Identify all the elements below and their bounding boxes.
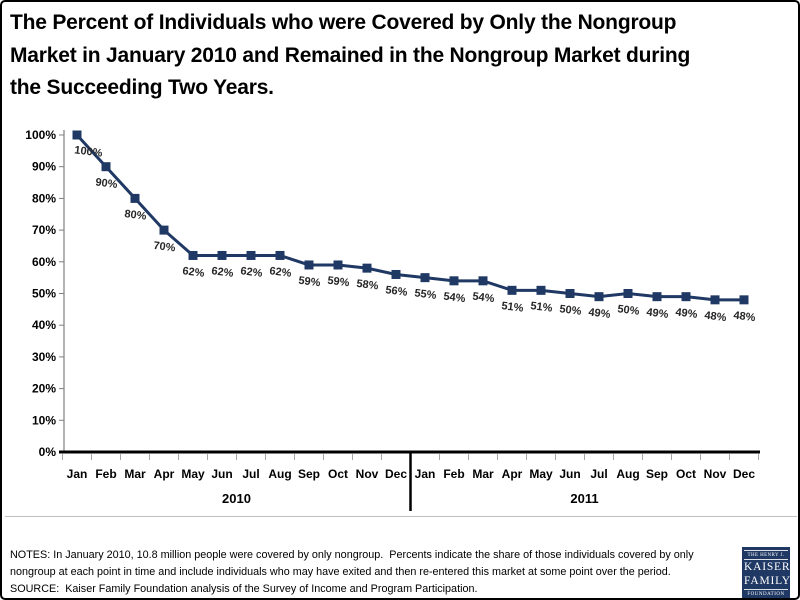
month-label: Mar: [472, 467, 494, 481]
y-tick-label: 100%: [25, 128, 56, 142]
data-point-marker: [304, 260, 314, 270]
data-point-label: 90%: [95, 176, 119, 191]
data-point-label: 100%: [74, 144, 104, 159]
data-point-label: 54%: [443, 291, 467, 306]
data-point-label: 51%: [530, 300, 554, 315]
data-point-marker: [72, 130, 82, 140]
data-point-label: 56%: [385, 284, 409, 299]
month-label: Nov: [356, 467, 379, 481]
data-point-label: 62%: [269, 265, 293, 280]
data-point-label: 49%: [588, 306, 612, 321]
data-point-label: 62%: [182, 265, 206, 280]
data-point-marker: [652, 292, 662, 302]
y-tick-label: 10%: [32, 413, 56, 427]
month-label: Jan: [415, 467, 436, 481]
nongroup-retention-line-chart: 0% 10% 20% 30% 40% 50% 60% 70% 80% 90% 100% Jan Feb M…: [25, 128, 760, 511]
month-label: Aug: [268, 467, 291, 481]
data-point-label: 58%: [356, 278, 380, 293]
data-point-label: 50%: [559, 303, 583, 318]
logo-line-kaiser: KAISER: [744, 561, 791, 573]
y-tick-label: 60%: [32, 255, 56, 269]
data-point-label: 70%: [153, 240, 177, 255]
logo-line-the-henry-j: THE HENRY J.: [744, 550, 788, 560]
month-label: Dec: [385, 467, 407, 481]
data-point-label: 49%: [675, 306, 699, 321]
month-label: May: [181, 467, 205, 481]
logo-line-family: FAMILY: [744, 574, 791, 587]
data-point-marker: [536, 285, 546, 295]
month-label: Jun: [211, 467, 232, 481]
month-label: Jan: [67, 467, 88, 481]
data-point-marker: [391, 269, 401, 279]
month-label: Feb: [95, 467, 116, 481]
data-point-marker: [188, 250, 198, 260]
month-label: Dec: [733, 467, 755, 481]
data-point-label: 80%: [124, 208, 148, 223]
y-tick-label: 40%: [32, 318, 56, 332]
data-point-marker: [623, 289, 633, 298]
data-point-marker: [739, 295, 749, 305]
data-point-label: 55%: [414, 287, 438, 302]
data-point-marker: [565, 289, 575, 298]
y-tick-label: 30%: [32, 350, 56, 364]
month-label: Apr: [502, 467, 523, 481]
logo-line-foundation: FOUNDATION: [744, 589, 788, 597]
data-point-marker: [594, 292, 604, 302]
month-label: Jun: [559, 467, 580, 481]
data-point-marker: [362, 263, 372, 273]
data-point-label: 62%: [211, 265, 235, 280]
kaiser-family-foundation-logo: THE HENRY J. KAISER FAMILY FOUNDATION: [742, 547, 791, 598]
data-point-marker: [159, 225, 169, 235]
data-point-label: 54%: [472, 291, 496, 306]
month-label: Jul: [242, 467, 259, 481]
month-label: Oct: [676, 467, 696, 481]
footer-divider-line: [5, 516, 797, 517]
month-label: Apr: [154, 467, 175, 481]
data-point-marker: [478, 276, 488, 286]
y-tick-label: 50%: [32, 287, 56, 301]
data-point-marker: [101, 162, 111, 172]
month-label: May: [529, 467, 553, 481]
month-label: Aug: [616, 467, 639, 481]
chart-title: The Percent of Individuals who were Cove…: [10, 11, 691, 99]
data-point-label: 48%: [704, 310, 728, 325]
data-point-marker: [420, 273, 430, 283]
data-point-label: 48%: [733, 310, 757, 325]
data-point-label: 49%: [646, 306, 670, 321]
notes-source-text: NOTES: In January 2010, 10.8 million peo…: [10, 549, 694, 595]
month-label: Sep: [646, 467, 668, 481]
year-label: 2011: [570, 491, 598, 506]
data-point-marker: [710, 295, 720, 305]
month-label: Sep: [298, 467, 320, 481]
month-label: Jul: [590, 467, 607, 481]
data-point-marker: [130, 193, 140, 203]
y-tick-label: 70%: [32, 223, 56, 237]
data-point-marker: [217, 250, 227, 260]
data-point-marker: [449, 276, 459, 286]
data-point-marker: [681, 292, 691, 302]
data-point-label: 62%: [240, 265, 264, 280]
month-label: Oct: [328, 467, 348, 481]
data-point-marker: [333, 260, 343, 270]
data-point-marker: [275, 250, 285, 260]
data-point-label: 51%: [501, 300, 525, 315]
data-point-marker: [246, 250, 256, 260]
year-label: 2010: [222, 491, 251, 506]
data-point-label: 59%: [327, 275, 351, 290]
month-label: Mar: [124, 467, 146, 481]
data-point-label: 59%: [298, 275, 322, 290]
y-tick-label: 20%: [32, 382, 56, 396]
y-tick-label: 0%: [39, 445, 57, 459]
month-label: Nov: [704, 467, 727, 481]
y-tick-label: 80%: [32, 191, 56, 205]
data-point-marker: [507, 285, 517, 295]
data-point-label: 50%: [617, 303, 641, 318]
series-line: [75, 133, 744, 302]
month-label: Feb: [443, 467, 464, 481]
y-tick-label: 90%: [32, 160, 56, 174]
